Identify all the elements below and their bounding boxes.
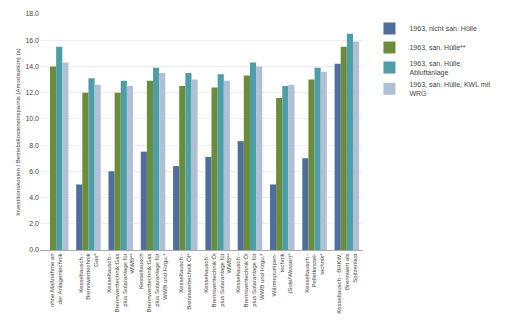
svg-text:Kesseltausch -Brennwerttechnik: Kesseltausch -Brennwerttechnik Gasplus S… <box>106 253 135 313</box>
svg-text:18.0: 18.0 <box>25 10 39 17</box>
svg-text:Kesseltausch -Brennwerttechnik: Kesseltausch -BrennwerttechnikGas* <box>78 252 100 299</box>
svg-text:KesseltauschBrennwerttechnik G: KesseltauschBrennwerttechnik Gasplus Sol… <box>138 253 167 313</box>
svg-text:6.0: 6.0 <box>29 168 39 175</box>
svg-text:Kesseltausch -Pelletkessel-tec: Kesseltausch -Pelletkessel-technik* <box>304 253 326 293</box>
svg-text:14.0: 14.0 <box>25 63 39 70</box>
svg-text:4.0: 4.0 <box>29 194 39 201</box>
svg-text:2.0: 2.0 <box>29 220 39 227</box>
svg-text:1963, san. Hülle**: 1963, san. Hülle** <box>409 44 465 51</box>
svg-text:1963, san. Hülle, KWL mitWRG: 1963, san. Hülle, KWL mitWRG <box>409 81 490 97</box>
svg-text:Kesseltausch -Brennwerttechnik: Kesseltausch -Brennwerttechnik Öl* <box>178 253 192 310</box>
svg-text:Wärmepumpen-technik(Sole/Wasse: Wärmepumpen-technik(Sole/Wasser)* <box>271 252 293 296</box>
svg-text:1963, nicht san. Hülle: 1963, nicht san. Hülle <box>409 25 476 32</box>
svg-text:16.0: 16.0 <box>25 37 39 44</box>
svg-text:8.0: 8.0 <box>29 142 39 149</box>
svg-text:1963, san. Hülle,Abluftanlage: 1963, san. Hülle,Abluftanlage <box>409 60 462 77</box>
svg-text:Kesseltausch -Brennwerttechnik: Kesseltausch -Brennwerttechnik Ölplus So… <box>235 253 264 308</box>
svg-text:Investitionskosten / Betriebsk: Investitionskosten / Betriebskosteneinsp… <box>15 48 21 216</box>
svg-text:10.0: 10.0 <box>25 115 39 122</box>
svg-text:ohne Maßnahme ander Anlagentec: ohne Maßnahme ander Anlagentechnik <box>49 252 63 307</box>
svg-text:Kesseltausch - BHKW,Brennwert: Kesseltausch - BHKW,Brennwert alsSpitzen… <box>336 253 358 314</box>
svg-text:Kesseltausch -Brennwerttechnik: Kesseltausch -Brennwerttechnik Ölplus So… <box>203 253 232 308</box>
svg-text:12.0: 12.0 <box>25 89 39 96</box>
svg-text:0.0: 0.0 <box>29 246 39 253</box>
